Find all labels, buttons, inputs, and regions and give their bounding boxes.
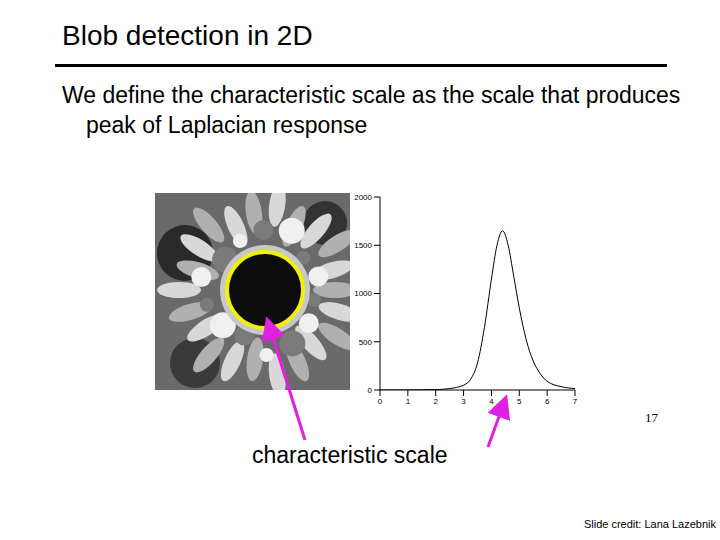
svg-text:1: 1 — [406, 397, 411, 406]
svg-text:2: 2 — [433, 397, 438, 406]
html-text:Slide credit: Lana Lazebnik: Slide credit: Lana Lazebnik — [583, 518, 716, 530]
svg-text:7: 7 — [573, 397, 578, 406]
html-text:17: 17 — [645, 410, 658, 425]
svg-text:2000: 2000 — [354, 193, 372, 202]
svg-text:1000: 1000 — [354, 289, 372, 298]
svg-text:1500: 1500 — [354, 241, 372, 250]
html-text:characteristic scale: characteristic scale — [252, 442, 448, 468]
svg-text:0: 0 — [378, 397, 383, 406]
html-text:Blob detection in 2D: Blob detection in 2D — [62, 20, 313, 51]
svg-text:4: 4 — [489, 397, 494, 406]
svg-text:6: 6 — [545, 397, 550, 406]
html-text:We define the characteristic s: We define the characteristic scale as th… — [62, 82, 681, 138]
svg-text:0: 0 — [368, 386, 373, 395]
svg-text:500: 500 — [359, 338, 373, 347]
svg-text:3: 3 — [461, 397, 466, 406]
svg-text:5: 5 — [517, 397, 522, 406]
